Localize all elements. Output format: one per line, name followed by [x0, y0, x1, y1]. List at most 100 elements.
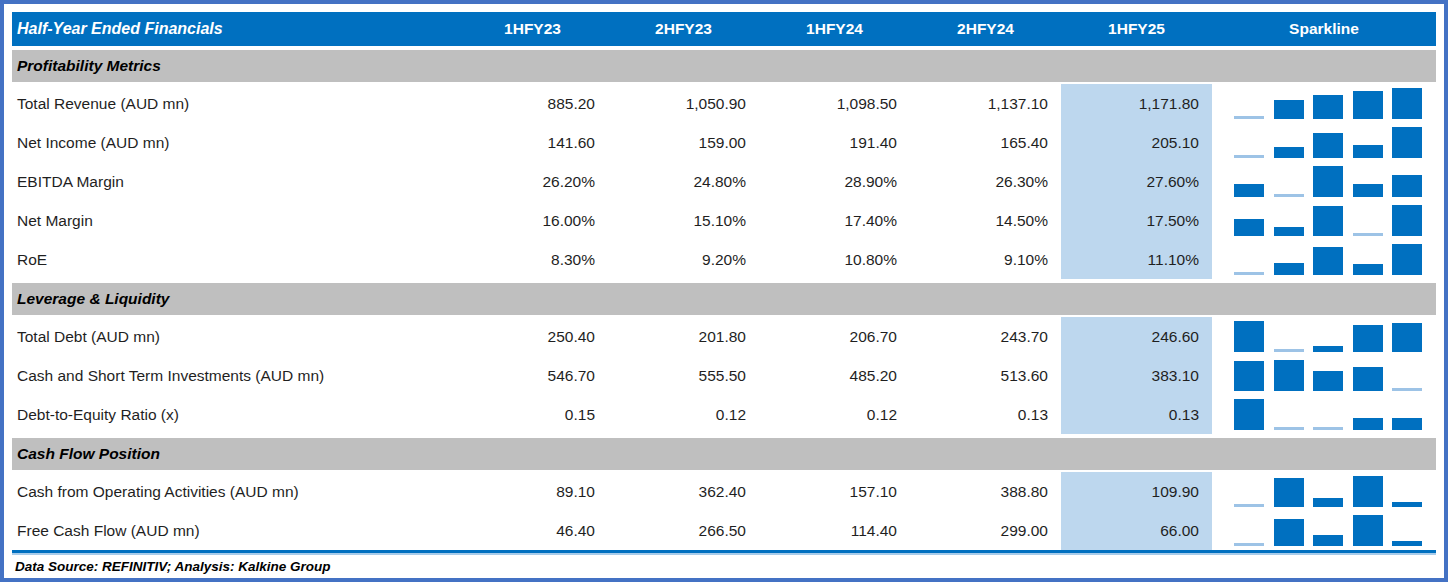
value-cell: 8.30% [457, 251, 608, 269]
value-text: 250.40 [548, 328, 595, 345]
value-text: 109.90 [1152, 483, 1199, 501]
column-header-sparkline: Sparkline [1212, 20, 1436, 38]
sparkline-chart [1234, 320, 1422, 352]
value-cell: 513.60 [910, 367, 1061, 385]
sparkline-bar [1392, 175, 1422, 197]
section-header-label: Profitability Metrics [17, 57, 161, 75]
table-row: EBITDA Margin26.20%24.80%28.90%26.30%27.… [12, 162, 1436, 201]
sparkline-bar [1392, 418, 1422, 430]
value-cell: 0.12 [759, 406, 910, 424]
sparkline-bar [1234, 155, 1264, 158]
sparkline-bar [1274, 349, 1304, 352]
table-row: Net Income (AUD mn)141.60159.00191.40165… [12, 123, 1436, 162]
row-label: Total Debt (AUD mn) [12, 328, 457, 346]
value-cell: 157.10 [759, 483, 910, 501]
sparkline-cell [1212, 240, 1436, 279]
sparkline-bar [1234, 272, 1264, 275]
row-label: Debt-to-Equity Ratio (x) [12, 406, 457, 424]
value-cell: 250.40 [457, 328, 608, 346]
sparkline-bar [1313, 498, 1343, 507]
value-text: 26.20% [542, 173, 595, 190]
sparkline-bar [1353, 145, 1383, 158]
sparkline-cell [1212, 395, 1436, 434]
value-text: 165.40 [1001, 134, 1048, 151]
value-cell: 0.15 [457, 406, 608, 424]
value-text: 114.40 [851, 522, 897, 539]
value-cell-highlighted: 27.60% [1061, 162, 1212, 201]
value-cell-highlighted: 11.10% [1061, 240, 1212, 279]
value-text: 28.90% [844, 173, 897, 190]
value-cell: 1,050.90 [608, 95, 759, 113]
table-row: Total Revenue (AUD mn)885.201,050.901,09… [12, 84, 1436, 123]
table-row: Cash and Short Term Investments (AUD mn)… [12, 356, 1436, 395]
sparkline-bar [1313, 346, 1343, 352]
report-frame: Half-Year Ended Financials 1HFY23 2HFY23… [12, 12, 1436, 578]
value-text: 16.00% [542, 212, 595, 229]
sparkline-bar [1353, 515, 1383, 546]
sparkline-chart [1234, 398, 1422, 430]
row-label: Total Revenue (AUD mn) [12, 95, 457, 113]
value-cell: 15.10% [608, 212, 759, 230]
sparkline-bar [1392, 541, 1422, 546]
sparkline-bar [1274, 227, 1304, 236]
value-cell: 28.90% [759, 173, 910, 191]
value-text: 17.50% [1146, 212, 1199, 230]
value-cell: 362.40 [608, 483, 759, 501]
table-row: Free Cash Flow (AUD mn)46.40266.50114.40… [12, 511, 1436, 550]
value-cell: 0.12 [608, 406, 759, 424]
sparkline-bar [1313, 535, 1343, 546]
value-text: 206.70 [850, 328, 897, 345]
section-header: Leverage & Liquidity [12, 283, 1436, 315]
sparkline-bar [1234, 504, 1264, 507]
value-text: 191.40 [850, 134, 897, 151]
sparkline-bar [1313, 133, 1343, 158]
value-cell: 243.70 [910, 328, 1061, 346]
sparkline-bar [1274, 427, 1304, 430]
section-header: Profitability Metrics [12, 50, 1436, 82]
table-row: Debt-to-Equity Ratio (x)0.150.120.120.13… [12, 395, 1436, 434]
sparkline-bar [1234, 184, 1264, 197]
value-cell: 114.40 [759, 522, 910, 540]
table-row: RoE8.30%9.20%10.80%9.10%11.10% [12, 240, 1436, 279]
sparkline-bar [1274, 263, 1304, 275]
sparkline-chart [1234, 204, 1422, 236]
value-cell: 1,137.10 [910, 95, 1061, 113]
value-text: 383.10 [1152, 367, 1199, 385]
value-text: 546.70 [548, 367, 595, 384]
sparkline-bar [1353, 91, 1383, 119]
value-cell: 266.50 [608, 522, 759, 540]
sparkline-bar [1274, 100, 1304, 119]
value-text: 201.80 [699, 328, 746, 345]
sparkline-bar [1353, 418, 1383, 430]
sparkline-bar [1353, 325, 1383, 352]
value-text: 1,050.90 [686, 95, 746, 112]
value-text: 1,171.80 [1139, 95, 1199, 113]
section-header: Cash Flow Position [12, 438, 1436, 470]
value-cell: 24.80% [608, 173, 759, 191]
value-text: 8.30% [551, 251, 595, 268]
value-text: 9.10% [1004, 251, 1048, 268]
value-text: 141.60 [548, 134, 595, 151]
value-text: 26.30% [995, 173, 1048, 190]
value-text: 0.12 [716, 406, 746, 423]
sparkline-bar [1353, 367, 1383, 391]
value-text: 24.80% [693, 173, 746, 190]
value-text: 885.20 [548, 95, 595, 112]
value-cell: 26.20% [457, 173, 608, 191]
sparkline-bar [1234, 219, 1264, 236]
value-cell-highlighted: 205.10 [1061, 123, 1212, 162]
value-text: 159.00 [699, 134, 746, 151]
sparkline-bar [1353, 264, 1383, 275]
sparkline-cell [1212, 472, 1436, 511]
value-cell: 388.80 [910, 483, 1061, 501]
sparkline-bar [1234, 116, 1264, 119]
sparkline-bar [1234, 361, 1264, 391]
value-text: 246.60 [1152, 328, 1199, 346]
sparkline-bar [1313, 371, 1343, 391]
sparkline-bar [1274, 360, 1304, 391]
value-cell: 165.40 [910, 134, 1061, 152]
source-note: Data Source: REFINITIV; Analysis: Kalkin… [12, 555, 1436, 578]
value-cell: 46.40 [457, 522, 608, 540]
sparkline-bar [1392, 205, 1422, 236]
value-text: 157.10 [850, 483, 897, 500]
